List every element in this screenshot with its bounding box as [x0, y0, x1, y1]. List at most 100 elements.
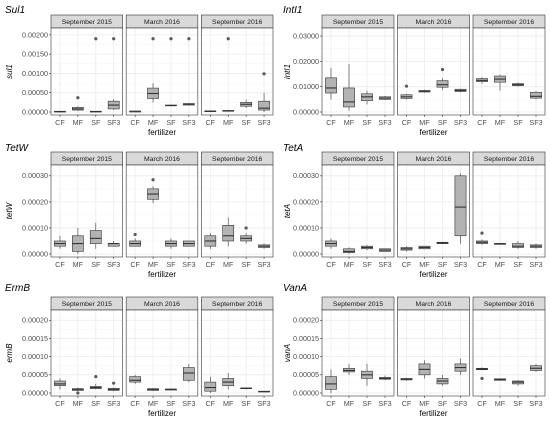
facet-panel: March 2016 CF MF SF SF3	[397, 296, 470, 408]
box-body	[222, 225, 235, 242]
facet-panel: September 2015 CF MF SF SF3	[321, 151, 395, 269]
x-tick-label: SF	[513, 399, 523, 408]
box-body	[183, 367, 195, 381]
x-tick-label: CF	[326, 399, 336, 408]
facet-strip-label: March 2016	[144, 19, 180, 26]
box-sf3	[183, 37, 195, 106]
outlier-point	[76, 96, 80, 100]
subchart-ermb: ErmB ermB fertilizer 0.00000 0.00005 0.00010 0…	[5, 283, 274, 418]
x-tick-label: MF	[344, 118, 355, 127]
y-tick-label: 0.00015	[22, 334, 48, 343]
box-sf3	[530, 91, 542, 100]
outlier-point	[76, 391, 80, 395]
box-sf3	[454, 173, 467, 244]
y-tick-label: 0.03000	[293, 31, 319, 40]
x-tick-label: SF3	[107, 260, 120, 269]
x-tick-label: MF	[148, 118, 159, 127]
x-tick-label: SF	[166, 260, 176, 269]
y-tick-label: 0.00010	[22, 223, 48, 232]
box-sf3	[107, 381, 120, 392]
outlier-point	[244, 226, 248, 230]
x-tick-label: SF	[513, 118, 523, 127]
box-cf	[129, 374, 141, 384]
outlier-point	[480, 376, 484, 381]
subchart-sul1: Sul1 sul1 fertilizer 0.00000 0.00050 0.00100 0…	[5, 5, 274, 137]
x-axis-label: fertilizer	[419, 270, 447, 279]
subchart-title: TetW	[5, 143, 30, 154]
box-mf	[494, 74, 506, 91]
x-tick-label: SF	[91, 260, 101, 269]
x-tick-label: SF3	[529, 260, 542, 269]
x-tick-label: SF3	[257, 260, 270, 269]
x-tick-label: SF3	[378, 399, 391, 408]
box-mf	[222, 373, 235, 390]
x-tick-label: SF	[438, 399, 448, 408]
panel-border	[201, 164, 274, 258]
box-sf3	[258, 243, 270, 249]
y-tick-label: 0.02000	[293, 57, 319, 66]
y-tick-label: 0.00050	[22, 88, 48, 97]
subchart-title: VanA	[283, 283, 307, 294]
panel-background	[473, 28, 545, 115]
facet-panel: March 2016 CF MF SF SF3	[125, 296, 199, 408]
panel-background	[201, 310, 273, 396]
outlier-point	[404, 84, 409, 88]
box-cf	[204, 376, 217, 393]
panel-border	[50, 309, 123, 397]
outlier-point	[169, 37, 173, 41]
subchart-title: IntI1	[283, 5, 302, 16]
y-axis-label: ermB	[5, 343, 14, 363]
y-tick-label: 0.00020	[293, 316, 319, 325]
box-cf	[325, 369, 337, 393]
x-axis-label: fertilizer	[419, 128, 447, 137]
box-sf	[89, 222, 102, 249]
box-sf	[89, 375, 102, 390]
box-mf	[147, 388, 159, 392]
x-tick-label: MF	[223, 118, 234, 127]
box-body	[343, 248, 355, 253]
facet-strip-label: March 2016	[144, 156, 180, 163]
panel-border	[397, 27, 470, 116]
x-tick-label: SF3	[529, 118, 542, 127]
box-cf	[54, 110, 66, 113]
x-tick-label: CF	[130, 399, 140, 408]
facet-panel: September 2015 CF MF SF SF3	[50, 296, 123, 408]
outlier-point	[112, 37, 116, 41]
facet-strip-label: September 2015	[62, 19, 112, 26]
outlier-point	[262, 72, 266, 76]
facet-strip-label: March 2016	[416, 19, 452, 26]
box-sf	[361, 363, 373, 386]
box-cf	[476, 231, 488, 245]
panel-border	[125, 164, 199, 258]
x-tick-label: MF	[495, 118, 506, 127]
x-tick-label: MF	[495, 399, 506, 408]
box-cf	[400, 246, 413, 252]
x-tick-label: SF	[362, 260, 372, 269]
x-tick-label: SF3	[454, 260, 467, 269]
box-sf	[512, 82, 524, 87]
y-axis-label: tetA	[283, 204, 292, 218]
x-tick-label: SF3	[182, 399, 195, 408]
y-tick-label: 0.00020	[22, 316, 48, 325]
facet-strip-label: March 2016	[416, 156, 452, 163]
facet-strip-label: September 2015	[333, 19, 383, 26]
outlier-point	[112, 381, 116, 385]
x-tick-label: MF	[73, 399, 84, 408]
x-tick-label: MF	[148, 399, 159, 408]
box-mf	[494, 378, 506, 381]
subchart-title: ErmB	[5, 283, 30, 294]
y-tick-label: 0.00005	[22, 370, 48, 379]
x-tick-label: CF	[130, 118, 140, 127]
panel-border	[472, 27, 546, 116]
y-tick-label: 0.00010	[22, 352, 48, 361]
x-tick-label: MF	[344, 399, 355, 408]
y-tick-label: 0.00000	[293, 107, 319, 116]
box-mf	[418, 360, 431, 379]
y-tick-label: 0.00010	[293, 352, 319, 361]
panel-border	[321, 164, 395, 258]
box-cf	[129, 232, 141, 247]
box-sf	[165, 388, 177, 391]
x-tick-label: SF3	[107, 118, 120, 127]
y-tick-label: 0.00015	[293, 334, 319, 343]
